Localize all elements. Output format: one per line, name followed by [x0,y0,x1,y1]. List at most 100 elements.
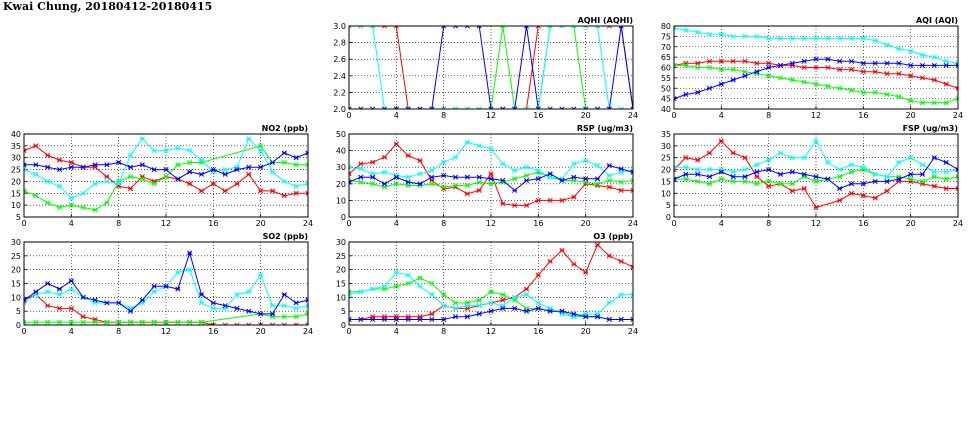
data-point [884,178,890,184]
series-group [24,250,308,325]
data-point [896,159,902,166]
data-point [837,85,843,91]
y-tick-label: 20 [11,177,21,186]
data-point [24,162,27,168]
data-point [535,106,541,109]
y-tick-label: 70 [661,43,671,52]
data-point [718,67,724,73]
series-line-2 [674,27,958,64]
data-point [116,300,122,306]
data-point [908,155,914,161]
data-point [908,73,914,79]
data-point [695,29,701,35]
data-point [606,253,612,259]
y-tick-label: 25 [661,154,671,163]
data-point [706,181,713,187]
data-point [405,153,411,159]
data-point [884,60,890,66]
data-point [305,322,308,325]
data-point [488,171,494,177]
data-point [417,283,423,289]
data-point [754,60,760,66]
data-point [222,322,228,325]
y-tick-label: 30 [11,238,21,247]
data-point [417,275,423,281]
plot-frame [673,25,959,110]
x-tick-label: 12 [811,219,821,228]
data-point [393,141,399,147]
data-point [789,181,795,187]
data-point [547,106,553,109]
data-point [305,303,308,309]
y-tick-label: 20 [336,266,346,275]
data-point [547,258,553,264]
data-point [860,181,866,187]
data-point [151,289,157,295]
chart-so2: 0 4 8 12 16 20 24 0 5 10 15 20 25 30 SO2 (ppb) [11,232,313,336]
y-tick-label: 5 [16,213,21,222]
data-point [801,174,807,180]
data-point [583,26,589,29]
data-point [848,162,855,168]
x-tick-label: 24 [953,219,963,228]
data-point [246,136,252,142]
data-point [606,106,612,109]
data-point [56,286,63,292]
data-point [683,62,689,68]
chart-title: SO2 (ppb) [263,232,308,241]
data-point [269,311,276,317]
data-point [441,159,447,165]
data-point [56,319,63,325]
y-tick-label: 30 [11,154,21,163]
x-tick-label: 20 [256,327,266,336]
data-point [246,322,252,325]
data-point [718,138,724,144]
data-point [163,167,169,173]
data-point [777,181,784,187]
data-point [500,297,506,303]
data-point [547,26,553,29]
data-point [813,138,819,144]
data-point [500,177,506,184]
data-point [801,35,807,42]
data-point [931,169,937,175]
data-point [293,183,299,189]
data-point [488,181,494,187]
data-point [848,58,855,64]
data-point [618,187,624,193]
data-point [919,75,926,81]
y-tick-label: 35 [661,130,671,139]
x-tick-label: 20 [906,219,916,228]
data-point [512,176,518,182]
data-point [523,286,530,292]
data-point [896,176,902,182]
data-point [198,300,205,306]
data-point [405,106,411,109]
plot-frame [348,241,634,326]
data-point [837,58,843,64]
data-point [706,31,713,37]
data-point [92,319,98,325]
data-point [68,159,74,166]
y-tick-label: 2.2 [333,88,346,97]
data-point [45,178,51,184]
data-point [884,188,890,194]
data-point [583,269,589,275]
data-point [441,106,447,109]
data-point [452,174,459,180]
data-point [512,305,518,311]
data-point [583,176,589,182]
data-point [706,174,713,180]
x-tick-label: 24 [628,219,638,228]
data-point [837,174,843,180]
data-point [813,64,819,71]
data-point [293,155,299,161]
data-point [104,178,110,184]
data-point [127,152,134,158]
data-point [825,159,831,166]
data-point [452,300,459,306]
y-tick-label: 20 [11,266,21,275]
data-point [104,162,110,168]
data-point [488,300,494,306]
